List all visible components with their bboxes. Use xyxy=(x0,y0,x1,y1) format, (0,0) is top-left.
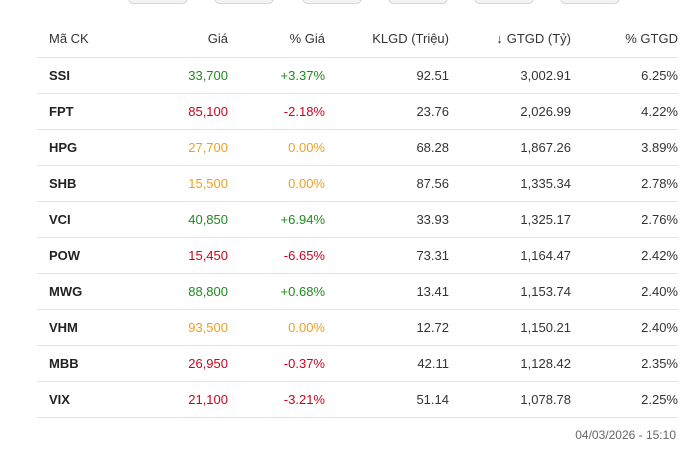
cell-volume: 51.14 xyxy=(325,381,449,418)
cell-value: 1,867.26 xyxy=(449,129,571,166)
cell-price-change: 0.00% xyxy=(228,129,325,166)
cell-volume: 73.31 xyxy=(325,237,449,274)
cell-symbol[interactable]: SSI xyxy=(37,57,132,94)
cell-value-percent: 6.25% xyxy=(571,57,678,94)
cell-volume: 68.28 xyxy=(325,129,449,166)
header-value[interactable]: ↓ GTGD (Tỷ) xyxy=(449,19,571,58)
update-timestamp: 04/03/2026 - 15:10 xyxy=(575,428,676,442)
cell-value-percent: 2.40% xyxy=(571,273,678,310)
cell-price-change: -0.37% xyxy=(228,345,325,382)
cell-symbol[interactable]: HPG xyxy=(37,129,132,166)
table-row[interactable]: MWG 88,800 +0.68% 13.41 1,153.74 2.40% xyxy=(37,273,678,310)
cell-symbol[interactable]: VHM xyxy=(37,309,132,346)
table-row[interactable]: MBB 26,950 -0.37% 42.11 1,128.42 2.35% xyxy=(37,345,678,382)
top-tab-strip xyxy=(0,0,700,6)
header-value-label: GTGD (Tỷ) xyxy=(506,30,571,46)
cell-value: 1,078.78 xyxy=(449,381,571,418)
cell-price: 93,500 xyxy=(132,309,228,346)
cell-symbol[interactable]: SHB xyxy=(37,165,132,202)
cell-price-change: -2.18% xyxy=(228,93,325,130)
cell-value: 1,164.47 xyxy=(449,237,571,274)
cell-value-percent: 3.89% xyxy=(571,129,678,166)
header-volume[interactable]: KLGD (Triệu) xyxy=(325,19,449,58)
cell-volume: 12.72 xyxy=(325,309,449,346)
cell-price-change: -3.21% xyxy=(228,381,325,418)
cell-value: 1,325.17 xyxy=(449,201,571,238)
table-row[interactable]: SHB 15,500 0.00% 87.56 1,335.34 2.78% xyxy=(37,165,678,202)
cell-volume: 87.56 xyxy=(325,165,449,202)
cell-price: 15,500 xyxy=(132,165,228,202)
tab-1[interactable] xyxy=(128,0,188,4)
cell-volume: 42.11 xyxy=(325,345,449,382)
cell-symbol[interactable]: MWG xyxy=(37,273,132,310)
cell-value-percent: 2.76% xyxy=(571,201,678,238)
cell-price: 33,700 xyxy=(132,57,228,94)
cell-value-percent: 2.35% xyxy=(571,345,678,382)
sort-down-arrow-icon: ↓ xyxy=(496,30,503,46)
table-row[interactable]: POW 15,450 -6.65% 73.31 1,164.47 2.42% xyxy=(37,237,678,274)
cell-price: 88,800 xyxy=(132,273,228,310)
cell-value-percent: 4.22% xyxy=(571,93,678,130)
cell-price-change: 0.00% xyxy=(228,309,325,346)
table-row[interactable]: HPG 27,700 0.00% 68.28 1,867.26 3.89% xyxy=(37,129,678,166)
cell-value: 3,002.91 xyxy=(449,57,571,94)
cell-symbol[interactable]: VCI xyxy=(37,201,132,238)
table-row[interactable]: VHM 93,500 0.00% 12.72 1,150.21 2.40% xyxy=(37,309,678,346)
header-value-percent[interactable]: % GTGD xyxy=(571,19,678,58)
cell-price: 85,100 xyxy=(132,93,228,130)
table-row[interactable]: SSI 33,700 +3.37% 92.51 3,002.91 6.25% xyxy=(37,57,678,94)
cell-price-change: +0.68% xyxy=(228,273,325,310)
table-row[interactable]: VIX 21,100 -3.21% 51.14 1,078.78 2.25% xyxy=(37,381,678,418)
cell-price-change: +3.37% xyxy=(228,57,325,94)
cell-price: 27,700 xyxy=(132,129,228,166)
cell-symbol[interactable]: POW xyxy=(37,237,132,274)
table-row[interactable]: VCI 40,850 +6.94% 33.93 1,325.17 2.76% xyxy=(37,201,678,238)
header-symbol[interactable]: Mã CK xyxy=(37,19,132,58)
tab-2[interactable] xyxy=(214,0,274,4)
cell-price-change: -6.65% xyxy=(228,237,325,274)
cell-volume: 33.93 xyxy=(325,201,449,238)
cell-symbol[interactable]: VIX xyxy=(37,381,132,418)
cell-value-percent: 2.42% xyxy=(571,237,678,274)
cell-value-percent: 2.78% xyxy=(571,165,678,202)
cell-volume: 92.51 xyxy=(325,57,449,94)
cell-value: 1,128.42 xyxy=(449,345,571,382)
cell-value: 1,150.21 xyxy=(449,309,571,346)
stock-trading-value-table: Mã CK Giá % Giá KLGD (Triệu) ↓ GTGD (Tỷ) … xyxy=(37,19,678,418)
header-price[interactable]: Giá xyxy=(132,19,228,58)
cell-volume: 13.41 xyxy=(325,273,449,310)
header-price-change[interactable]: % Giá xyxy=(228,19,325,58)
cell-value-percent: 2.40% xyxy=(571,309,678,346)
cell-price: 26,950 xyxy=(132,345,228,382)
cell-value: 1,153.74 xyxy=(449,273,571,310)
cell-volume: 23.76 xyxy=(325,93,449,130)
tab-4[interactable] xyxy=(388,0,448,4)
cell-price: 40,850 xyxy=(132,201,228,238)
table-row[interactable]: FPT 85,100 -2.18% 23.76 2,026.99 4.22% xyxy=(37,93,678,130)
cell-value-percent: 2.25% xyxy=(571,381,678,418)
tab-3[interactable] xyxy=(302,0,362,4)
tab-5[interactable] xyxy=(474,0,534,4)
cell-value: 1,335.34 xyxy=(449,165,571,202)
cell-symbol[interactable]: MBB xyxy=(37,345,132,382)
cell-value: 2,026.99 xyxy=(449,93,571,130)
cell-price-change: +6.94% xyxy=(228,201,325,238)
cell-price: 15,450 xyxy=(132,237,228,274)
cell-price-change: 0.00% xyxy=(228,165,325,202)
cell-symbol[interactable]: FPT xyxy=(37,93,132,130)
cell-price: 21,100 xyxy=(132,381,228,418)
table-header-row: Mã CK Giá % Giá KLGD (Triệu) ↓ GTGD (Tỷ) … xyxy=(37,19,678,58)
tab-6[interactable] xyxy=(560,0,620,4)
